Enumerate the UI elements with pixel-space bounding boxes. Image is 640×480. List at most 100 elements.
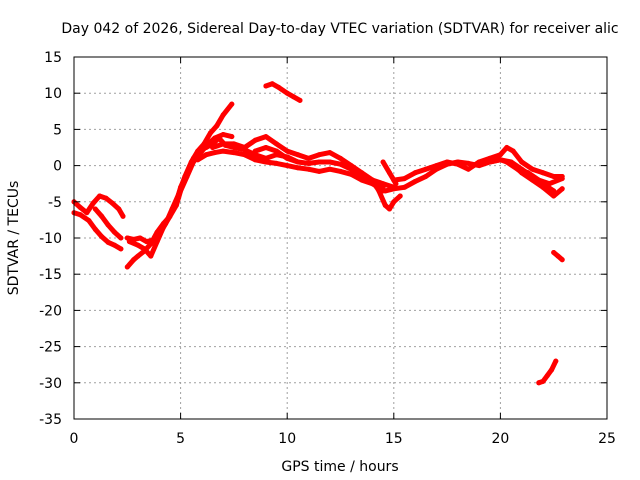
series-arc-2 [71,210,124,252]
data-point [120,213,126,219]
series-arc-3 [92,206,124,241]
data-point [105,222,111,228]
data-point [316,159,322,165]
data-point [455,161,461,167]
data-point [77,212,83,218]
data-point [284,148,290,154]
y-tick-label: -20 [39,303,62,319]
data-point [109,200,115,206]
data-point [540,378,546,384]
data-point [338,161,343,167]
data-point [327,166,333,172]
data-point [231,150,237,156]
data-point [103,195,109,201]
data-point [519,159,525,165]
data-point [184,170,190,176]
data-point [216,135,222,141]
data-point [99,213,105,219]
data-point [380,181,386,187]
y-tick-label: -30 [39,376,62,392]
data-point [497,157,503,163]
series-arc-7 [195,148,386,190]
data-point [476,159,482,165]
data-point [203,145,209,150]
data-point [252,148,258,154]
data-point [327,159,333,165]
data-point [306,155,311,161]
series-arc-10 [263,81,303,103]
data-point [306,160,311,166]
data-point [210,145,216,150]
data-point [124,264,130,270]
data-point [97,193,103,199]
data-point [510,148,516,154]
y-axis-title: SDTVAR / TECUs [6,181,22,296]
data-point [553,358,559,364]
tick-labels: 0 5 10 15 20 25 15 10 5 0 -5 -10 -15 -20 -25 -30 -35 [39,50,616,447]
data-point [295,159,301,165]
y-tick-label: -35 [39,412,62,428]
data-point [242,145,248,150]
y-tick-label: 5 [53,122,62,138]
series-arc-18 [536,358,559,386]
data-point [338,168,343,174]
data-point [212,150,218,156]
data-point [92,206,98,212]
data-point [242,152,248,158]
data-point [359,174,365,179]
data-point [402,184,407,190]
data-point [412,179,418,184]
data-point [105,239,111,245]
data-point [549,367,555,373]
data-point [173,199,179,205]
y-tick-label: -15 [39,267,62,283]
series-arc-9 [252,145,386,194]
data-point [284,90,290,96]
data-point [546,181,552,187]
data-point [284,163,290,169]
data-point [559,257,565,263]
series-arc-14 [380,159,399,187]
data-point [178,184,184,190]
data-point [540,184,546,190]
data-point [118,235,124,241]
data-point [214,123,220,129]
data-point [374,184,380,190]
data-point [551,250,557,255]
x-tick-label: 15 [385,431,403,447]
data-point [504,145,510,150]
data-point [433,163,439,169]
data-point [197,147,203,153]
data-point [465,160,471,166]
data-point [135,242,141,248]
data-point [148,253,154,259]
data-point [116,206,122,212]
data-point [540,170,546,176]
data-point [90,200,96,206]
data-point [295,165,301,171]
data-point [423,166,429,172]
y-tick-label: -25 [39,340,62,356]
data-point [397,193,403,199]
data-point [327,150,333,156]
data-point [207,130,213,136]
data-point [393,181,399,187]
data-point [276,84,282,90]
data-point [229,101,235,107]
data-point [297,97,303,103]
data-point [559,186,565,192]
data-point [551,174,557,179]
data-point [137,235,143,241]
data-point [274,160,279,166]
data-point [338,155,343,161]
y-tick-label: 0 [53,159,62,175]
data-point [402,176,407,182]
data-point [263,159,269,165]
data-point [112,229,117,235]
data-point [220,112,226,118]
data-point [263,83,269,89]
data-point [555,253,561,259]
data-point [504,159,510,165]
data-point [203,152,209,158]
